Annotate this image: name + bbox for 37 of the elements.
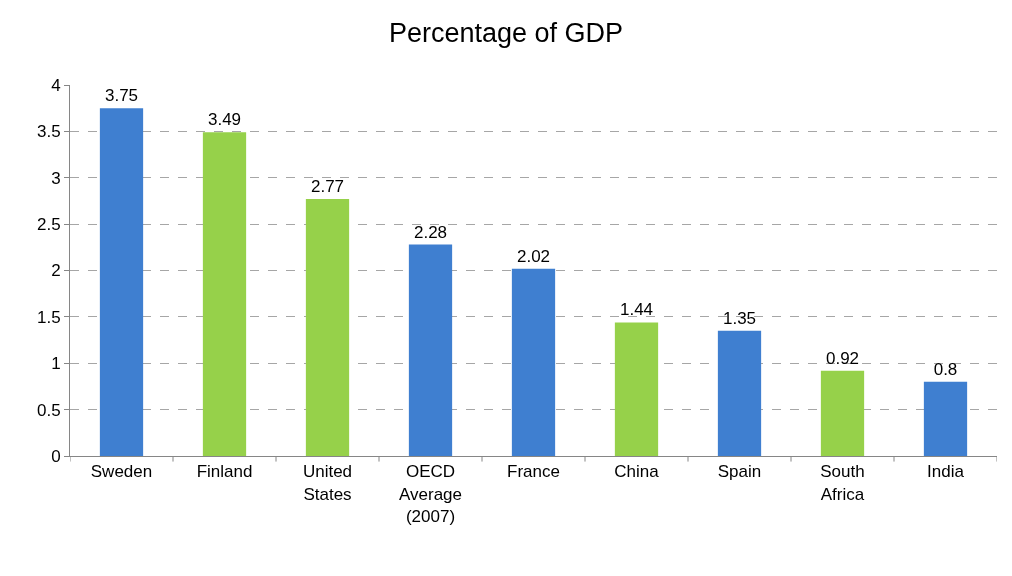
x-tick-label: Sweden [90, 462, 153, 482]
bar [511, 268, 556, 456]
y-tick-label: 2.5 [36, 215, 61, 235]
x-tick-label: OECD Average (2007) [398, 462, 463, 526]
y-tick-label: 3.5 [36, 122, 61, 142]
y-tick-label: 0 [51, 446, 61, 466]
data-label: 1.35 [722, 308, 757, 328]
data-label: 1.44 [619, 300, 654, 320]
bar [820, 370, 865, 456]
data-label: 2.77 [310, 177, 345, 197]
y-tick-label: 1 [51, 354, 61, 374]
data-label: 2.02 [516, 246, 551, 266]
x-tick-label: China [614, 462, 660, 482]
data-label: 0.92 [825, 348, 860, 368]
y-tick-label: 3 [51, 168, 61, 188]
data-label: 0.8 [933, 359, 958, 379]
bar [923, 381, 968, 456]
x-tick-label: France [507, 462, 560, 482]
bar [99, 108, 144, 456]
bar [202, 132, 247, 456]
x-tick-label: United States [302, 462, 353, 504]
y-tick-label: 2 [51, 261, 61, 281]
data-label: 3.75 [104, 86, 139, 106]
x-tick-label: India [927, 462, 965, 482]
chart-title: Percentage of GDP [388, 17, 624, 48]
x-tick-label: Spain [717, 462, 762, 482]
y-tick-label: 1.5 [36, 307, 61, 327]
bar [717, 330, 762, 456]
y-tick-label: 4 [51, 75, 61, 95]
bar [305, 199, 350, 456]
bar [614, 322, 659, 456]
bar [408, 244, 453, 456]
x-tick-label: Finland [196, 462, 253, 482]
data-label: 3.49 [207, 110, 242, 130]
data-label: 2.28 [413, 222, 448, 242]
x-tick-label: South Africa [820, 462, 865, 504]
y-tick-label: 0.5 [36, 400, 61, 420]
